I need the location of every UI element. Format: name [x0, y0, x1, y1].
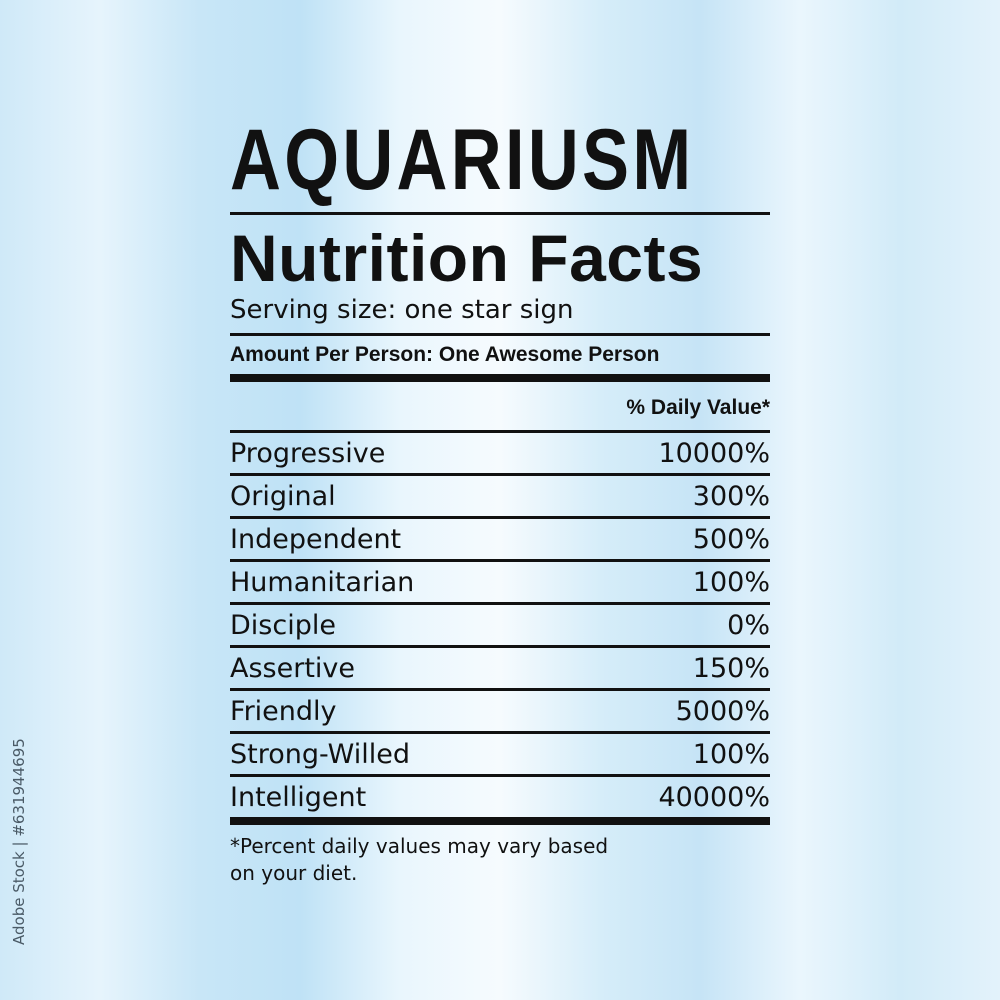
- serving-size: Serving size: one star sign: [230, 295, 574, 325]
- table-row: Original 300%: [230, 473, 770, 516]
- row-value: 0%: [727, 609, 770, 641]
- table-row: Independent 500%: [230, 516, 770, 559]
- nutrition-label: AQUARIUSM Nutrition Facts Serving size: …: [230, 112, 770, 887]
- daily-value-header: % Daily Value*: [626, 396, 770, 419]
- thick-divider: [230, 374, 770, 382]
- table-row: Friendly 5000%: [230, 688, 770, 731]
- row-value: 5000%: [675, 695, 770, 727]
- table-row: Strong-Willed 100%: [230, 731, 770, 774]
- footnote: *Percent daily values may vary based on …: [230, 833, 770, 887]
- row-label: Original: [230, 480, 336, 512]
- row-value: 100%: [692, 738, 770, 770]
- table-row: Progressive 10000%: [230, 430, 770, 473]
- thick-divider: [230, 817, 770, 825]
- title-row: AQUARIUSM: [230, 112, 770, 208]
- amount-per-person: Amount Per Person: One Awesome Person: [230, 343, 660, 366]
- table-row: Disciple 0%: [230, 602, 770, 645]
- row-value: 100%: [692, 566, 770, 598]
- table-row: Intelligent 40000%: [230, 774, 770, 817]
- nutrition-facts-heading: Nutrition Facts: [230, 221, 704, 295]
- row-label: Humanitarian: [230, 566, 415, 598]
- row-label: Intelligent: [230, 781, 367, 813]
- row-label: Strong-Willed: [230, 738, 411, 770]
- row-value: 300%: [692, 480, 770, 512]
- divider: [230, 333, 770, 336]
- divider: [230, 212, 770, 215]
- table-row: Humanitarian 100%: [230, 559, 770, 602]
- row-label: Assertive: [230, 652, 355, 684]
- row-label: Disciple: [230, 609, 336, 641]
- row-label: Friendly: [230, 695, 337, 727]
- row-value: 500%: [692, 523, 770, 555]
- table-row: Assertive 150%: [230, 645, 770, 688]
- row-value: 40000%: [658, 781, 770, 813]
- brand-title: AQUARIUSM: [230, 112, 695, 208]
- footnote-line: on your diet.: [230, 861, 358, 885]
- row-value: 150%: [692, 652, 770, 684]
- nutrient-rows: Progressive 10000% Original 300% Independe…: [230, 430, 770, 817]
- watermark: Adobe Stock | #631944695: [10, 738, 28, 945]
- row-label: Progressive: [230, 437, 386, 469]
- row-value: 10000%: [658, 437, 770, 469]
- row-label: Independent: [230, 523, 402, 555]
- footnote-line: *Percent daily values may vary based: [230, 834, 609, 858]
